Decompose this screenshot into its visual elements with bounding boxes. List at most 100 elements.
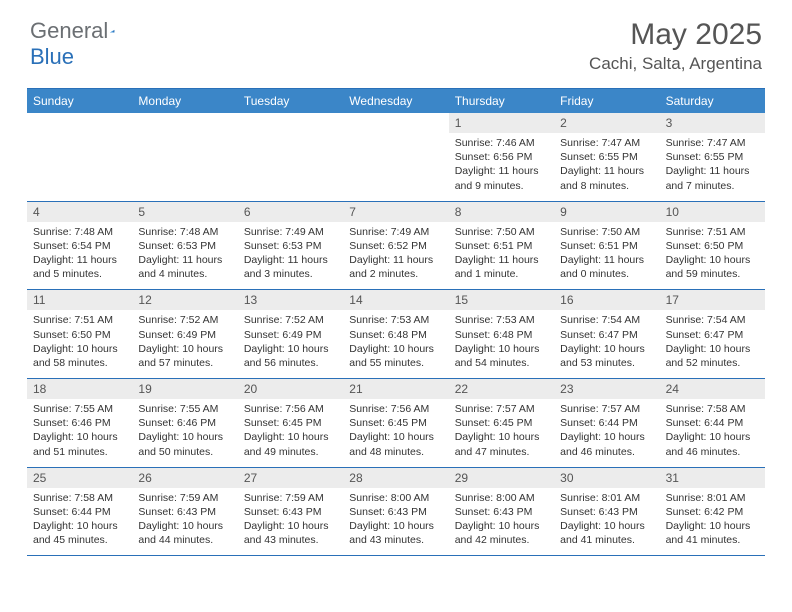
day-cell bbox=[343, 113, 448, 201]
day-number: 30 bbox=[554, 468, 659, 488]
day-number: 3 bbox=[660, 113, 765, 133]
empty-day bbox=[132, 113, 237, 133]
day-body: Sunrise: 7:55 AMSunset: 6:46 PMDaylight:… bbox=[27, 399, 132, 467]
day-number: 10 bbox=[660, 202, 765, 222]
day-number: 27 bbox=[238, 468, 343, 488]
day-body: Sunrise: 7:59 AMSunset: 6:43 PMDaylight:… bbox=[238, 488, 343, 556]
day-cell: 14Sunrise: 7:53 AMSunset: 6:48 PMDayligh… bbox=[343, 290, 448, 378]
day-body: Sunrise: 7:52 AMSunset: 6:49 PMDaylight:… bbox=[132, 310, 237, 378]
day-number: 8 bbox=[449, 202, 554, 222]
dow-cell: Saturday bbox=[660, 89, 765, 113]
day-body: Sunrise: 8:01 AMSunset: 6:42 PMDaylight:… bbox=[660, 488, 765, 556]
logo-text-blue: Blue bbox=[30, 44, 74, 69]
day-number: 17 bbox=[660, 290, 765, 310]
day-body: Sunrise: 7:58 AMSunset: 6:44 PMDaylight:… bbox=[660, 399, 765, 467]
day-cell: 4Sunrise: 7:48 AMSunset: 6:54 PMDaylight… bbox=[27, 202, 132, 290]
day-cell: 16Sunrise: 7:54 AMSunset: 6:47 PMDayligh… bbox=[554, 290, 659, 378]
day-cell: 2Sunrise: 7:47 AMSunset: 6:55 PMDaylight… bbox=[554, 113, 659, 201]
day-body: Sunrise: 7:51 AMSunset: 6:50 PMDaylight:… bbox=[660, 222, 765, 290]
calendar: SundayMondayTuesdayWednesdayThursdayFrid… bbox=[27, 88, 765, 556]
day-cell: 27Sunrise: 7:59 AMSunset: 6:43 PMDayligh… bbox=[238, 468, 343, 556]
day-cell bbox=[27, 113, 132, 201]
day-cell: 17Sunrise: 7:54 AMSunset: 6:47 PMDayligh… bbox=[660, 290, 765, 378]
day-cell: 26Sunrise: 7:59 AMSunset: 6:43 PMDayligh… bbox=[132, 468, 237, 556]
dow-cell: Monday bbox=[132, 89, 237, 113]
week-row: 1Sunrise: 7:46 AMSunset: 6:56 PMDaylight… bbox=[27, 113, 765, 202]
header: General May 2025 Cachi, Salta, Argentina bbox=[0, 0, 792, 82]
day-body: Sunrise: 7:58 AMSunset: 6:44 PMDaylight:… bbox=[27, 488, 132, 556]
day-cell: 20Sunrise: 7:56 AMSunset: 6:45 PMDayligh… bbox=[238, 379, 343, 467]
day-body: Sunrise: 7:50 AMSunset: 6:51 PMDaylight:… bbox=[554, 222, 659, 290]
day-cell: 19Sunrise: 7:55 AMSunset: 6:46 PMDayligh… bbox=[132, 379, 237, 467]
day-cell: 9Sunrise: 7:50 AMSunset: 6:51 PMDaylight… bbox=[554, 202, 659, 290]
day-cell: 23Sunrise: 7:57 AMSunset: 6:44 PMDayligh… bbox=[554, 379, 659, 467]
day-body: Sunrise: 8:01 AMSunset: 6:43 PMDaylight:… bbox=[554, 488, 659, 556]
day-cell: 28Sunrise: 8:00 AMSunset: 6:43 PMDayligh… bbox=[343, 468, 448, 556]
day-cell: 1Sunrise: 7:46 AMSunset: 6:56 PMDaylight… bbox=[449, 113, 554, 201]
day-cell: 5Sunrise: 7:48 AMSunset: 6:53 PMDaylight… bbox=[132, 202, 237, 290]
day-cell: 11Sunrise: 7:51 AMSunset: 6:50 PMDayligh… bbox=[27, 290, 132, 378]
dow-cell: Wednesday bbox=[343, 89, 448, 113]
dow-cell: Thursday bbox=[449, 89, 554, 113]
day-cell: 25Sunrise: 7:58 AMSunset: 6:44 PMDayligh… bbox=[27, 468, 132, 556]
day-body: Sunrise: 7:51 AMSunset: 6:50 PMDaylight:… bbox=[27, 310, 132, 378]
day-body: Sunrise: 8:00 AMSunset: 6:43 PMDaylight:… bbox=[343, 488, 448, 556]
empty-day bbox=[238, 113, 343, 133]
day-cell: 13Sunrise: 7:52 AMSunset: 6:49 PMDayligh… bbox=[238, 290, 343, 378]
week-row: 25Sunrise: 7:58 AMSunset: 6:44 PMDayligh… bbox=[27, 468, 765, 557]
day-cell: 12Sunrise: 7:52 AMSunset: 6:49 PMDayligh… bbox=[132, 290, 237, 378]
day-number: 4 bbox=[27, 202, 132, 222]
empty-day bbox=[27, 113, 132, 133]
day-body: Sunrise: 7:48 AMSunset: 6:53 PMDaylight:… bbox=[132, 222, 237, 290]
day-number: 9 bbox=[554, 202, 659, 222]
day-body: Sunrise: 7:55 AMSunset: 6:46 PMDaylight:… bbox=[132, 399, 237, 467]
day-number: 15 bbox=[449, 290, 554, 310]
day-number: 26 bbox=[132, 468, 237, 488]
day-cell: 24Sunrise: 7:58 AMSunset: 6:44 PMDayligh… bbox=[660, 379, 765, 467]
day-cell: 21Sunrise: 7:56 AMSunset: 6:45 PMDayligh… bbox=[343, 379, 448, 467]
logo-text-general: General bbox=[30, 18, 108, 44]
day-body: Sunrise: 7:56 AMSunset: 6:45 PMDaylight:… bbox=[238, 399, 343, 467]
dow-cell: Tuesday bbox=[238, 89, 343, 113]
day-number: 18 bbox=[27, 379, 132, 399]
day-number: 29 bbox=[449, 468, 554, 488]
day-number: 2 bbox=[554, 113, 659, 133]
day-body: Sunrise: 7:47 AMSunset: 6:55 PMDaylight:… bbox=[554, 133, 659, 201]
day-number: 23 bbox=[554, 379, 659, 399]
day-body: Sunrise: 7:53 AMSunset: 6:48 PMDaylight:… bbox=[449, 310, 554, 378]
day-number: 12 bbox=[132, 290, 237, 310]
day-body: Sunrise: 7:49 AMSunset: 6:53 PMDaylight:… bbox=[238, 222, 343, 290]
day-body: Sunrise: 7:46 AMSunset: 6:56 PMDaylight:… bbox=[449, 133, 554, 201]
day-cell: 18Sunrise: 7:55 AMSunset: 6:46 PMDayligh… bbox=[27, 379, 132, 467]
day-body: Sunrise: 7:56 AMSunset: 6:45 PMDaylight:… bbox=[343, 399, 448, 467]
day-cell: 30Sunrise: 8:01 AMSunset: 6:43 PMDayligh… bbox=[554, 468, 659, 556]
week-row: 11Sunrise: 7:51 AMSunset: 6:50 PMDayligh… bbox=[27, 290, 765, 379]
day-number: 1 bbox=[449, 113, 554, 133]
day-body: Sunrise: 7:50 AMSunset: 6:51 PMDaylight:… bbox=[449, 222, 554, 290]
day-number: 20 bbox=[238, 379, 343, 399]
title-block: May 2025 Cachi, Salta, Argentina bbox=[589, 18, 762, 74]
day-cell: 8Sunrise: 7:50 AMSunset: 6:51 PMDaylight… bbox=[449, 202, 554, 290]
day-cell bbox=[238, 113, 343, 201]
day-body: Sunrise: 8:00 AMSunset: 6:43 PMDaylight:… bbox=[449, 488, 554, 556]
day-body: Sunrise: 7:59 AMSunset: 6:43 PMDaylight:… bbox=[132, 488, 237, 556]
empty-day bbox=[343, 113, 448, 133]
day-body: Sunrise: 7:53 AMSunset: 6:48 PMDaylight:… bbox=[343, 310, 448, 378]
dow-cell: Sunday bbox=[27, 89, 132, 113]
day-cell: 6Sunrise: 7:49 AMSunset: 6:53 PMDaylight… bbox=[238, 202, 343, 290]
day-number: 24 bbox=[660, 379, 765, 399]
day-number: 13 bbox=[238, 290, 343, 310]
day-number: 25 bbox=[27, 468, 132, 488]
day-body: Sunrise: 7:54 AMSunset: 6:47 PMDaylight:… bbox=[554, 310, 659, 378]
day-cell: 29Sunrise: 8:00 AMSunset: 6:43 PMDayligh… bbox=[449, 468, 554, 556]
day-cell: 10Sunrise: 7:51 AMSunset: 6:50 PMDayligh… bbox=[660, 202, 765, 290]
day-number: 28 bbox=[343, 468, 448, 488]
day-body: Sunrise: 7:49 AMSunset: 6:52 PMDaylight:… bbox=[343, 222, 448, 290]
day-cell: 7Sunrise: 7:49 AMSunset: 6:52 PMDaylight… bbox=[343, 202, 448, 290]
day-cell: 31Sunrise: 8:01 AMSunset: 6:42 PMDayligh… bbox=[660, 468, 765, 556]
day-number: 22 bbox=[449, 379, 554, 399]
day-number: 21 bbox=[343, 379, 448, 399]
day-cell: 22Sunrise: 7:57 AMSunset: 6:45 PMDayligh… bbox=[449, 379, 554, 467]
day-body: Sunrise: 7:52 AMSunset: 6:49 PMDaylight:… bbox=[238, 310, 343, 378]
week-row: 4Sunrise: 7:48 AMSunset: 6:54 PMDaylight… bbox=[27, 202, 765, 291]
